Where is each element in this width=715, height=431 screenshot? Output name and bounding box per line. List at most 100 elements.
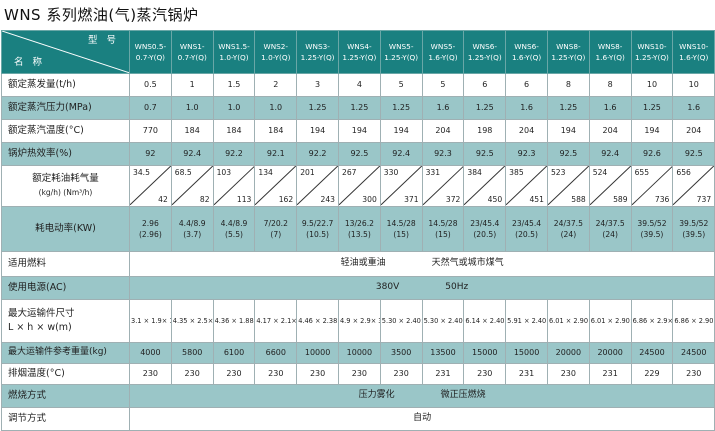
cell: 231 (588, 363, 632, 385)
model-line1: WNS5- (430, 41, 456, 51)
cell: 230 (337, 363, 381, 385)
cell: 231 (505, 363, 548, 385)
value-line2: × 3.37 (713, 317, 714, 325)
cell: 92.4 (379, 142, 423, 166)
fuel-type-value: 轻油或重油 天然气或城市煤气 (128, 251, 715, 277)
row-label: 最大运输件尺寸 L × h × w(m) (1, 299, 130, 343)
cell: 194 (337, 119, 381, 143)
cell-3: 4.17 × 2.1× 2.96 (254, 299, 298, 343)
cell: 92.6 (630, 142, 674, 166)
value-line1: 6.86 × 2.90 (674, 316, 714, 325)
cell: 230 (254, 363, 298, 385)
cell: 0.7 (129, 96, 172, 120)
power-supply-value: 380V 50Hz (128, 276, 715, 300)
value-line1: 23/45.4 (470, 218, 500, 228)
cell: 92.4 (588, 142, 632, 166)
model-line2: 1.25-Y(Q) (635, 53, 669, 62)
model-line2: 1.25-Y(Q) (467, 53, 502, 62)
value-line1: 9.5/22.7 (301, 218, 334, 228)
row-transport-weight: 最大运输件参考重量(kg) 4000 5800 6100 6600 10000 … (1, 342, 715, 364)
model-header-8: WNS6- 1.25-Y(Q) (463, 30, 507, 74)
model-line1: WNS1- (179, 41, 205, 51)
cell: 230 (212, 363, 256, 385)
oil-value: 385 (509, 168, 524, 177)
row-label: 适用燃料 (1, 251, 130, 277)
cell-6: 14.5/28 (15) (379, 206, 423, 252)
voltage-value: 380V (375, 282, 400, 293)
row-steam-temp: 额定蒸汽温度(°C) 770 184 184 184 194 194 194 2… (1, 119, 715, 143)
model-line1: WNS4- (347, 41, 372, 51)
corner-header-cell: 型 号 名 称 (1, 30, 130, 74)
gas-value: 450 (487, 194, 503, 204)
cell: 92.3 (421, 142, 465, 166)
model-line1: WNS3- (305, 41, 330, 51)
oil-value: 384 (467, 168, 482, 177)
oil-value: 330 (383, 168, 399, 177)
row-combustion-method: 燃烧方式 压力雾化 微正压燃烧 (1, 384, 715, 408)
cell-11: 24/37.5 (24) (588, 206, 632, 252)
cell: 0.5 (129, 73, 172, 97)
cell-4: 9.5/22.7 (10.5) (296, 206, 339, 252)
value-line2: × 3.27 (504, 317, 505, 325)
value-line2: (3.7) (183, 230, 202, 239)
row-steam-pressure: 额定蒸汽压力(MPa) 0.7 1.0 1.0 1.0 1.25 1.25 1.… (1, 96, 715, 120)
cell: 10 (672, 73, 715, 97)
row-label: 耗电动率(KW) (1, 206, 130, 252)
cell: 194 (630, 119, 674, 143)
cell: 184 (170, 119, 214, 143)
value-line1: 6.01 × 2.90 (548, 316, 589, 325)
value-line2: × 3.1 (370, 316, 380, 325)
regulation-auto: 自动 (413, 413, 432, 424)
gas-value: 243 (320, 194, 335, 204)
row-steam-output: 额定蒸发量(t/h) 0.5 1 1.5 2 3 4 5 5 6 6 8 8 1… (1, 73, 715, 97)
value-line2: (10.5) (306, 230, 329, 239)
oil-value: 267 (341, 168, 357, 177)
diagonal-line-icon (673, 166, 714, 205)
oil-value: 201 (300, 168, 315, 177)
model-line2: 1.6-Y(Q) (428, 53, 458, 62)
boiler-spec-table: 型 号 名 称 WNS0.5- 0.7-Y(Q) WNS1- 0.7-Y(Q) WN… (1, 30, 715, 431)
cell: 92.1 (254, 142, 298, 166)
cell: 6 (505, 73, 548, 97)
value-line2: × 3.27 (421, 317, 422, 325)
value-line2: × 3.37 (630, 317, 631, 325)
diagonal-line-icon (590, 166, 631, 205)
cell: 1.25 (546, 96, 590, 120)
model-line1: WNS2- (263, 41, 289, 51)
cell-12: 6.86 × 2.9× 3.27 (630, 299, 674, 343)
cell-8: 6.14 × 2.40× 3.27 (463, 299, 507, 343)
cell: 3500 (379, 342, 423, 364)
cell: 24500 (630, 342, 674, 364)
cell: 5 (421, 73, 465, 97)
cell: 198 (463, 119, 507, 143)
cell: 204 (421, 119, 465, 143)
value-line1: 4.46 × 2.38 (298, 316, 338, 325)
oil-value: 103 (216, 168, 232, 177)
row-fuel-consumption: 额定耗油耗气量 (kg/h) (Nm³/h) 34.5 42 68.5 82 103… (1, 165, 715, 207)
cell-10: 24/37.5 (24) (546, 206, 590, 252)
cell: 1.25 (630, 96, 674, 120)
cell: 194 (546, 119, 590, 143)
cell-4: 4.46 × 2.38× 2.96 (296, 299, 339, 343)
fuel-type-oil: 轻油或重油 (340, 258, 386, 269)
cell-7: 5.30 × 2.40× 3.27 (421, 299, 465, 343)
value-line2: (15) (435, 230, 451, 239)
cell: 13500 (421, 342, 465, 364)
split-cell-3: 134 162 (254, 165, 298, 207)
cell: 92.4 (170, 142, 214, 166)
row-fuel-type: 适用燃料 轻油或重油 天然气或城市煤气 (1, 251, 715, 277)
model-line1: WNS8- (556, 41, 581, 51)
model-line2: 1.0-Y(Q) (261, 53, 291, 62)
cell: 10000 (337, 342, 381, 364)
cell: 2 (254, 73, 298, 97)
cell: 20000 (588, 342, 632, 364)
page-title: WNS 系列燃油(气)蒸汽锅炉 (4, 6, 199, 24)
oil-value: 68.5 (174, 168, 192, 177)
regulation-value: 自动 (128, 407, 715, 431)
cell-0: 3.1 × 1.9× 1.9 (129, 299, 172, 343)
cell: 1.25 (463, 96, 507, 120)
gas-value: 588 (571, 194, 586, 204)
split-cell-12: 655 736 (630, 165, 674, 207)
cell-2: 4.4/8.9 (5.5) (212, 206, 256, 252)
cell-9: 23/45.4 (20.5) (505, 206, 548, 252)
